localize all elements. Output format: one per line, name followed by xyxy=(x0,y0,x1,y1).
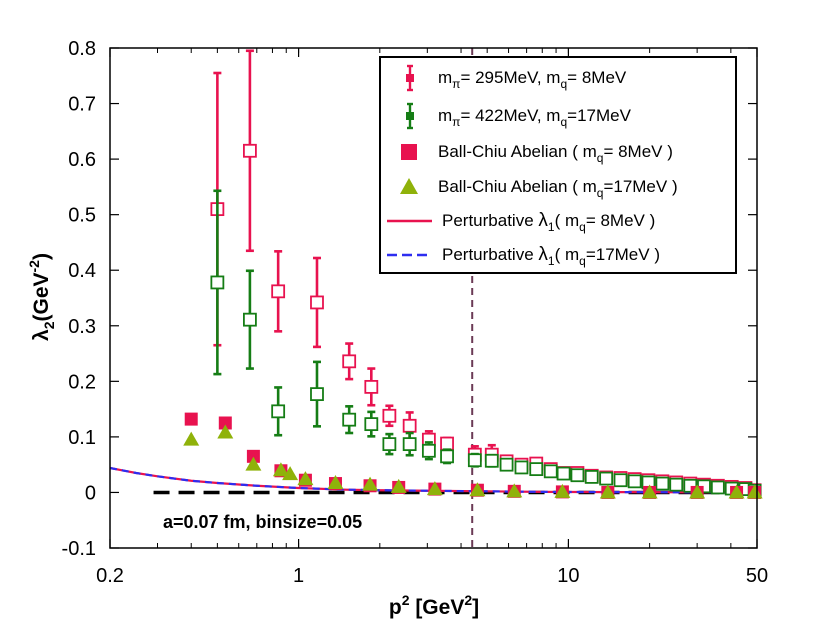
data-point xyxy=(382,408,397,423)
data-point xyxy=(529,462,544,477)
y-tick-label: 0.8 xyxy=(68,38,96,60)
legend-label: Ball-Chiu Abelian ( mq= 8MeV ) xyxy=(438,142,673,165)
y-tick-label: 0.4 xyxy=(68,260,96,282)
data-point xyxy=(390,478,407,493)
data-point xyxy=(710,480,725,495)
data-point xyxy=(272,462,289,477)
legend-marker xyxy=(401,144,417,160)
legend-box xyxy=(379,56,737,274)
legend-label: Perturbative λ1( mq= 8MeV ) xyxy=(442,210,655,234)
data-point xyxy=(271,404,286,419)
legend-label: Ball-Chiu Abelian ( mq=17MeV ) xyxy=(438,177,678,200)
data-point xyxy=(746,484,763,499)
legend: mπ= 295MeV, mq= 8MeV mπ= 422MeV, mq=17MeV… xyxy=(379,56,737,274)
data-point xyxy=(246,449,260,463)
data-point xyxy=(421,443,436,458)
data-point xyxy=(310,387,324,402)
data-point xyxy=(499,457,514,472)
y-tick-label: 0 xyxy=(85,482,96,504)
data-point xyxy=(183,431,200,446)
data-point xyxy=(271,284,286,299)
data-point xyxy=(440,449,454,464)
data-point xyxy=(467,453,482,468)
data-point xyxy=(362,476,379,491)
data-point xyxy=(297,471,314,486)
x-axis-label: p2 [GeV2] xyxy=(389,592,479,619)
x-tick-label: 50 xyxy=(746,565,768,587)
data-point xyxy=(327,475,344,489)
legend-marker xyxy=(400,178,418,194)
legend-label: mπ= 295MeV, mq= 8MeV xyxy=(438,68,627,91)
annotation-text: a=0.07 fm, binsize=0.05 xyxy=(163,512,362,532)
data-point xyxy=(689,484,706,499)
data-point xyxy=(514,460,529,475)
y-tick-label: 0.2 xyxy=(68,371,96,393)
data-point xyxy=(342,412,357,427)
data-point xyxy=(364,417,379,432)
data-point xyxy=(342,354,357,369)
data-point xyxy=(402,437,417,452)
data-point xyxy=(218,416,232,430)
y-tick-label: 0.5 xyxy=(68,205,96,227)
y-tick-label: -0.1 xyxy=(62,538,96,560)
data-point xyxy=(728,484,745,499)
data-point xyxy=(556,466,571,481)
x-tick-label: 1 xyxy=(293,565,304,587)
data-point xyxy=(554,483,571,498)
data-point xyxy=(570,468,585,483)
data-point xyxy=(382,437,397,452)
data-point xyxy=(426,481,443,496)
data-point xyxy=(543,464,558,479)
data-point xyxy=(641,484,658,499)
legend-label: Perturbative λ1( mq=17MeV ) xyxy=(442,244,660,268)
data-point xyxy=(310,295,324,310)
data-point xyxy=(440,436,454,451)
data-point xyxy=(627,474,642,489)
data-point xyxy=(243,143,257,158)
y-tick-label: 0.6 xyxy=(68,149,96,171)
y-axis-label: λ2(GeV-2) xyxy=(26,253,57,341)
y-tick-label: 0.3 xyxy=(68,316,96,338)
x-tick-label: 0.2 xyxy=(96,565,124,587)
legend-marker xyxy=(406,74,414,82)
data-point xyxy=(402,418,417,433)
series-perturbative_17 xyxy=(109,466,758,494)
legend-marker xyxy=(406,112,414,120)
y-tick-label: 0.7 xyxy=(68,94,96,116)
data-point xyxy=(599,471,614,486)
data-point xyxy=(655,476,670,491)
x-tick-label: 10 xyxy=(557,565,579,587)
data-point xyxy=(484,453,499,468)
data-point xyxy=(210,275,225,290)
data-point xyxy=(243,312,257,327)
data-point xyxy=(245,456,262,471)
data-point xyxy=(364,379,379,394)
plot-frame xyxy=(109,47,758,549)
data-point xyxy=(469,482,486,497)
data-point xyxy=(613,473,628,488)
data-point xyxy=(282,466,299,481)
data-point xyxy=(506,483,523,498)
data-point xyxy=(217,424,234,439)
data-point xyxy=(584,469,599,484)
data-point xyxy=(599,484,616,499)
y-tick-label: 0.1 xyxy=(68,427,96,449)
data-point xyxy=(669,477,684,492)
legend-label: mπ= 422MeV, mq=17MeV xyxy=(438,106,632,129)
data-point xyxy=(184,412,198,426)
